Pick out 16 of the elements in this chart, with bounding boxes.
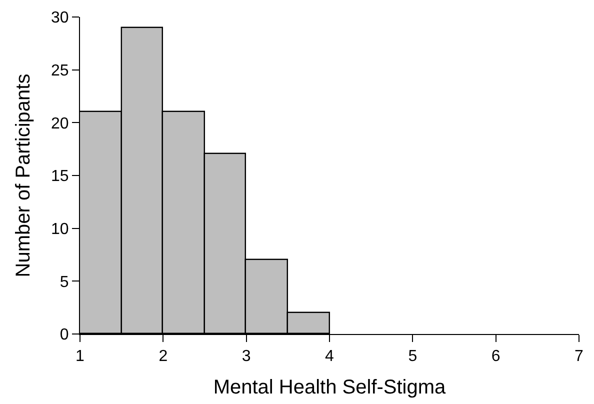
x-tick-label: 5 bbox=[408, 348, 418, 366]
y-tick-label: 25 bbox=[51, 62, 69, 80]
x-tick-label: 4 bbox=[325, 348, 334, 366]
x-tick-label: 1 bbox=[76, 348, 85, 366]
x-tick-label: 3 bbox=[242, 348, 251, 366]
y-tick-label: 5 bbox=[60, 274, 69, 291]
x-tick-label: 6 bbox=[491, 348, 500, 366]
y-tick-label: 10 bbox=[51, 220, 69, 238]
x-axis-title: Mental Health Self-Stigma bbox=[213, 376, 447, 399]
x-tick-label: 7 bbox=[574, 348, 584, 366]
x-tick-label: 2 bbox=[158, 348, 168, 366]
y-tick-label: 30 bbox=[51, 10, 69, 27]
y-tick-label: 15 bbox=[51, 168, 69, 186]
y-tick-label: 0 bbox=[60, 326, 69, 344]
y-tick-label: 20 bbox=[51, 115, 69, 132]
y-axis-title: Number of Participants bbox=[12, 74, 35, 278]
